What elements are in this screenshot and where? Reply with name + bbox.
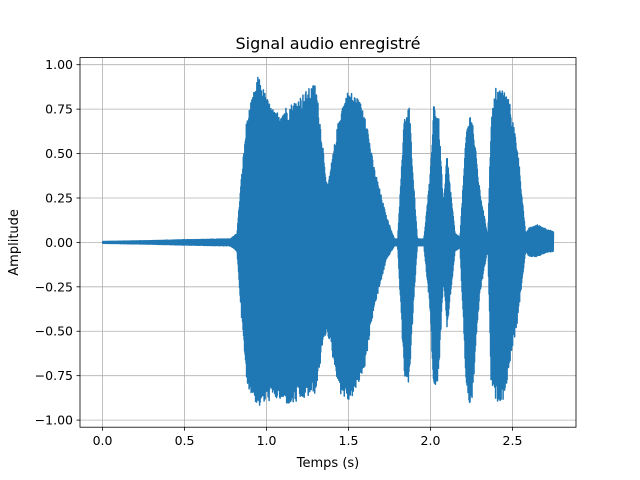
y-tick-label: −0.75 (35, 368, 73, 383)
signal-line (101, 76, 555, 406)
y-tick-label: 0.75 (45, 102, 73, 117)
x-axis-label: Temps (s) (296, 456, 359, 471)
x-tick-label: 0.0 (93, 433, 113, 448)
x-tick-label: 2.5 (503, 433, 523, 448)
y-tick-label: −0.50 (35, 324, 73, 339)
x-axis: 0.0 0.5 1.0 1.5 2.0 2.5 (93, 427, 523, 448)
y-tick-label: 0.00 (45, 235, 73, 250)
y-axis-label: Amplitude (7, 209, 22, 276)
y-tick-label: −1.00 (35, 413, 73, 428)
x-tick-label: 0.5 (175, 433, 195, 448)
y-tick-label: −0.25 (35, 279, 73, 294)
y-axis: −1.00 −0.75 −0.50 −0.25 0.00 0.25 0.50 0.75 1.00 (35, 57, 80, 428)
x-tick-label: 1.5 (339, 433, 359, 448)
plot-area (101, 76, 555, 406)
x-tick-label: 2.0 (421, 433, 441, 448)
chart-title: Signal audio enregistré (236, 34, 421, 53)
y-tick-label: 0.50 (45, 146, 73, 161)
x-tick-label: 1.0 (257, 433, 277, 448)
y-tick-label: 0.25 (45, 190, 73, 205)
y-tick-label: 1.00 (45, 57, 73, 72)
